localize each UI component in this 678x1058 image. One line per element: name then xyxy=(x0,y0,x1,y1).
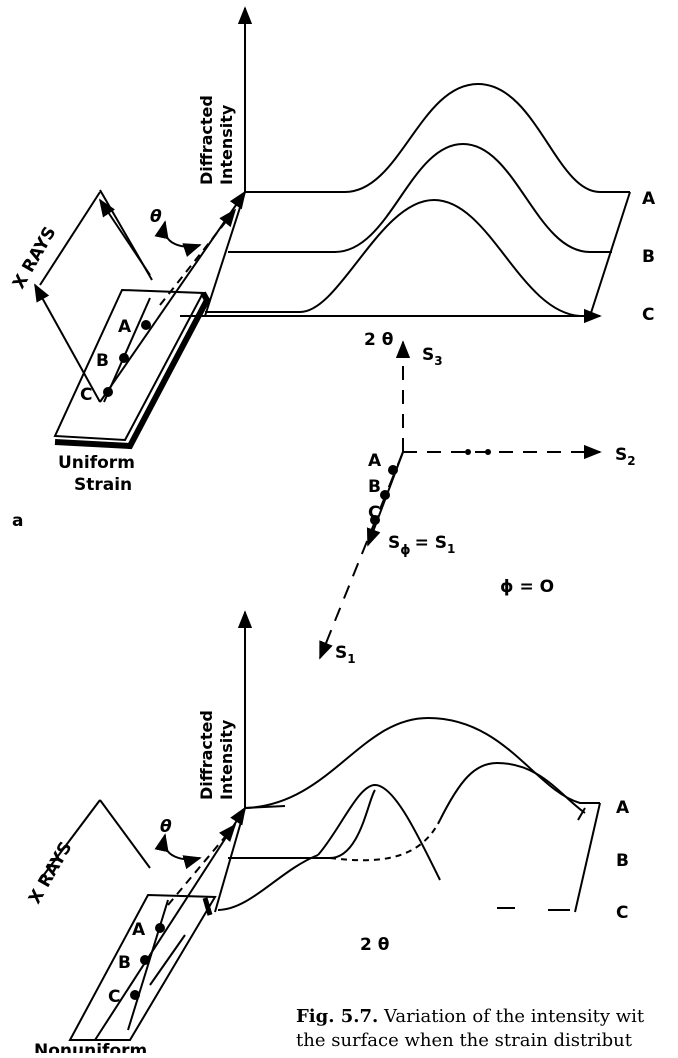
sphi-arrow xyxy=(366,451,404,547)
panel-a-curve-label-a: A xyxy=(642,189,656,209)
panel-b-depth-line xyxy=(127,899,169,1031)
panel-a-y-label-2: Intensity xyxy=(217,104,236,185)
panel-b-theta-label: θ xyxy=(160,817,172,837)
panel-b-xray-guide xyxy=(39,799,101,881)
panel-b-curve-label-b: B xyxy=(616,851,629,871)
panel-a-theta-label: θ xyxy=(150,207,162,227)
panel-b-point-c xyxy=(130,990,140,1000)
coord-system xyxy=(319,340,602,660)
caption-line-2: the surface when the strain distribut xyxy=(296,1030,633,1051)
panel-a-sample-thickness xyxy=(54,291,211,450)
coord-points xyxy=(370,449,491,525)
panel-b-left-edge xyxy=(214,807,246,913)
panel-b-y-label-1: Diffracted xyxy=(197,710,216,800)
panel-b-sample-label-1: Nonuniform xyxy=(34,1041,147,1053)
panel-a-dashed-beam xyxy=(159,208,237,306)
panel-b-peak-c xyxy=(317,783,441,881)
s3-label: S3 xyxy=(422,345,443,368)
panel-b-curve-b-dashed xyxy=(329,819,441,862)
panel-a-curve-a xyxy=(245,82,630,193)
panel-a-incident-beam-2 xyxy=(34,283,101,403)
s2-dot-2 xyxy=(485,449,491,455)
panel-a xyxy=(34,6,631,450)
panel-b-2theta-label: 2 θ xyxy=(360,935,389,955)
panel-a-theta-arc xyxy=(154,220,202,257)
panel-b-points xyxy=(130,923,165,1000)
coord-label-a: A xyxy=(368,451,382,471)
panel-a-depth-line xyxy=(103,297,151,403)
panel-b-curve-a xyxy=(244,716,600,809)
phi-label: ϕ = O xyxy=(500,577,554,597)
coord-label-c: C xyxy=(368,503,380,523)
panel-a-point-label-a: A xyxy=(118,317,132,337)
panel-b-surface-line xyxy=(149,934,186,986)
panel-b-point-b xyxy=(140,955,150,965)
panel-a-points xyxy=(103,320,151,397)
panel-a-sample xyxy=(53,288,205,442)
panel-b-sample xyxy=(68,893,217,1041)
panel-a-curve-c xyxy=(205,198,581,317)
panel-b-y-label-2: Intensity xyxy=(217,719,236,800)
panel-b-curve-label-a: A xyxy=(616,798,630,818)
panel-a-right-edge xyxy=(589,191,631,317)
panel-a-curve-b xyxy=(228,142,612,253)
panel-b-xray-label: X RAYS xyxy=(25,838,76,907)
panel-a-point-c xyxy=(103,387,113,397)
coord-label-b: B xyxy=(368,477,381,497)
panel-b-dashed-beam xyxy=(167,823,237,906)
panel-a-curve-label-b: B xyxy=(642,247,655,267)
panel-a-point-label-b: B xyxy=(96,351,109,371)
panel-a-y-label-1: Diffracted xyxy=(197,95,216,185)
panel-b-curve-b-upper xyxy=(228,789,376,859)
panel-a-left-edge xyxy=(204,191,246,317)
panel-a-sample-label-2: Strain xyxy=(74,475,132,495)
panel-b-point-a xyxy=(155,923,165,933)
panel-a-curve-label-c: C xyxy=(642,305,654,325)
panel-a-xray-label: X RAYS xyxy=(9,223,60,292)
panel-a-sample-label-1: Uniform xyxy=(58,453,135,473)
caption-line-1: Fig. 5.7. Variation of the intensity wit xyxy=(296,1006,645,1027)
panel-a-point-b xyxy=(119,353,129,363)
panel-b-curve-label-c: C xyxy=(616,903,628,923)
panel-a-point-a xyxy=(141,320,151,330)
panel-b-point-label-a: A xyxy=(132,920,146,940)
sphi-label: Sϕ = S1 xyxy=(388,533,455,558)
panel-b-curve-b xyxy=(439,761,586,821)
s2-dot-1 xyxy=(465,449,471,455)
panel-a-letter: a xyxy=(12,511,23,531)
s1-label: S1 xyxy=(335,643,356,666)
panel-b-point-label-b: B xyxy=(118,953,131,973)
panel-a-2theta-label: 2 θ xyxy=(364,330,393,350)
panel-b-curve-c xyxy=(217,854,319,911)
panel-b-sample-edge xyxy=(202,897,213,916)
panel-b-point-label-c: C xyxy=(108,987,120,1007)
s2-label: S2 xyxy=(615,445,636,468)
panel-b-theta-arc xyxy=(154,833,202,870)
panel-a-xray-guide xyxy=(39,191,101,286)
panel-a-point-label-c: C xyxy=(80,385,92,405)
panel-b xyxy=(39,610,601,1041)
panel-b-diffracted-beam xyxy=(94,806,246,1041)
panel-b-right-edge xyxy=(574,802,601,913)
